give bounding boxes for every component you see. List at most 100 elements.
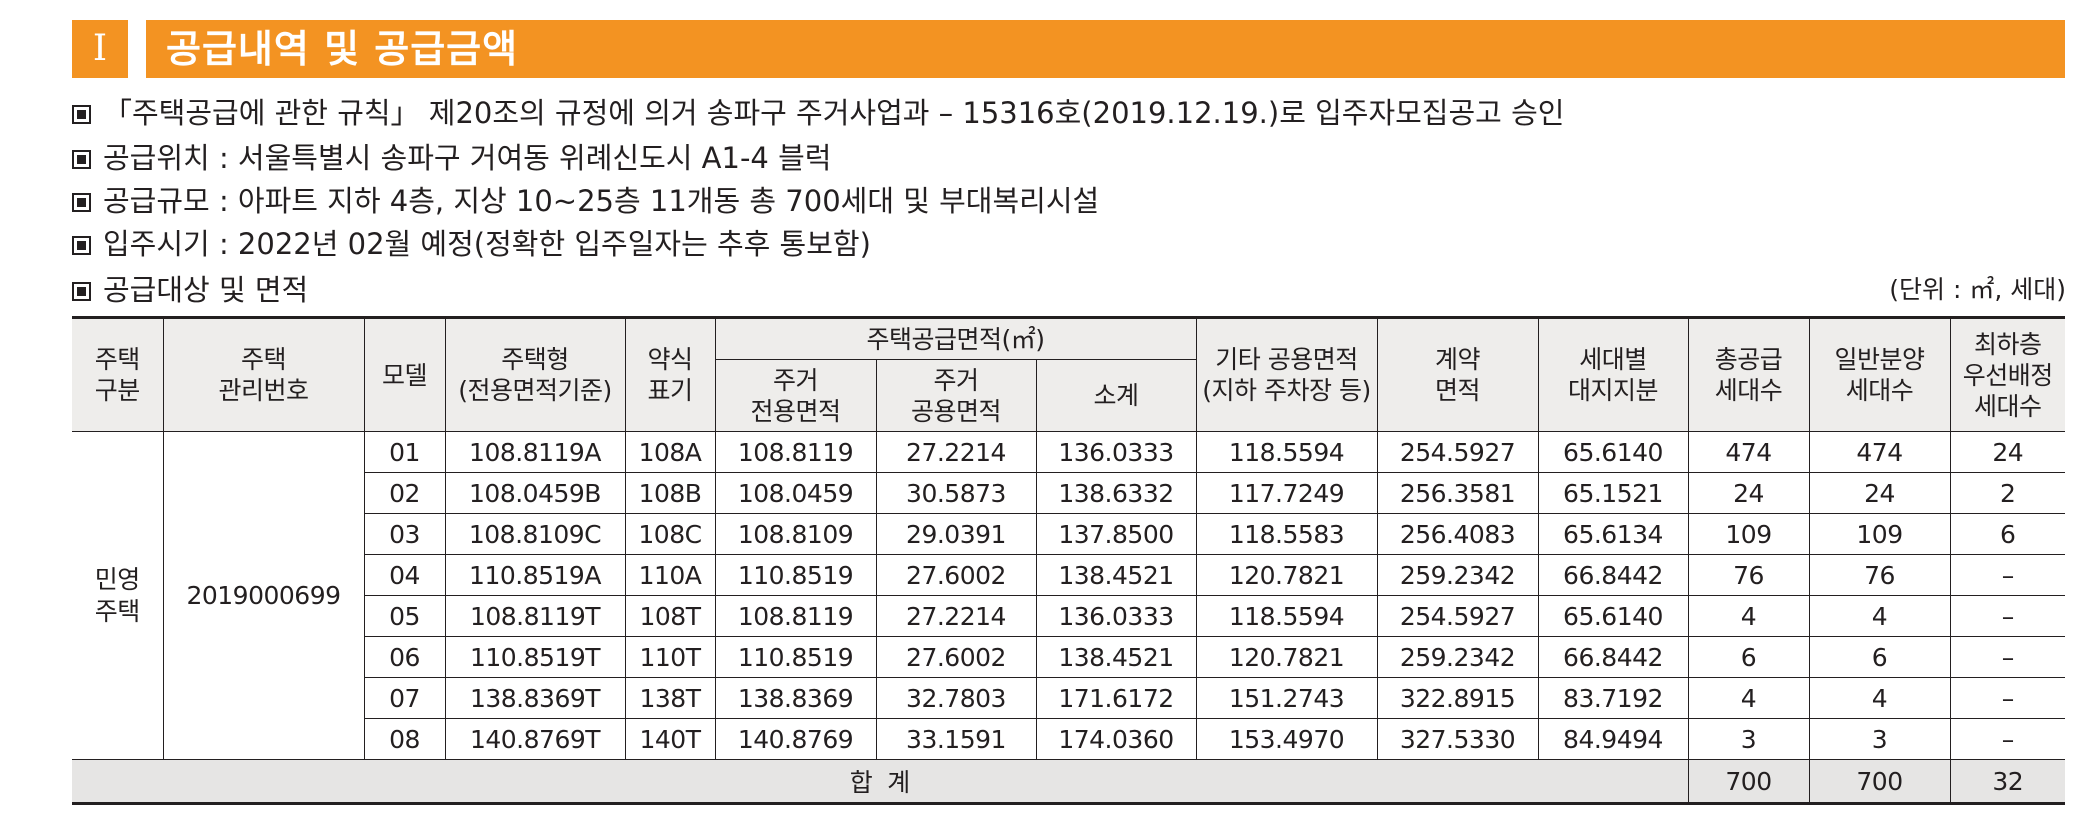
cell-excl-area: 138.8369: [714, 677, 877, 719]
table-row: 05 108.8119T 108T 108.8119 27.2214 136.0…: [72, 595, 2065, 637]
cell-common-area: 27.6002: [875, 554, 1037, 596]
cell-model: 07: [364, 677, 446, 719]
total-label: 합 계: [72, 759, 1689, 805]
cell-house-type: 140.8769T: [444, 718, 626, 760]
cell-total-units: 474: [1687, 431, 1810, 473]
cell-subtotal: 137.8500: [1035, 513, 1197, 555]
cell-other-common: 117.7249: [1195, 472, 1378, 514]
cell-model: 01: [363, 431, 446, 473]
cell-house-type: 108.8109C: [444, 513, 626, 555]
header-house-type: 주택형 (전용면적기준): [444, 316, 626, 432]
cell-excl-area: 110.8519: [714, 636, 877, 678]
cell-subtotal: 138.4521: [1035, 636, 1197, 678]
cell-priority-units: –: [1949, 718, 2065, 760]
cell-contract-area: 259.2342: [1376, 554, 1539, 596]
cell-excl-area: 108.8119: [714, 595, 877, 637]
cell-general-units: 3: [1808, 718, 1951, 760]
cell-abbr: 110T: [624, 636, 716, 678]
cell-other-common: 153.4970: [1195, 718, 1378, 760]
table-row: 07 138.8369T 138T 138.8369 32.7803 171.6…: [72, 677, 2065, 719]
cell-contract-area: 254.5927: [1376, 595, 1539, 637]
header-land-share: 세대별 대지지분: [1537, 316, 1689, 432]
header-total-units: 총공급 세대수: [1687, 316, 1810, 432]
cell-excl-area: 110.8519: [714, 554, 877, 596]
cell-other-common: 118.5583: [1195, 513, 1378, 555]
cell-common-area: 32.7803: [875, 677, 1037, 719]
cell-house-type: 108.0459B: [444, 472, 626, 514]
cell-model: 06: [364, 636, 446, 678]
cell-general-units: 474: [1808, 431, 1951, 473]
cell-land-share: 84.9494: [1537, 718, 1689, 760]
cell-model: 05: [364, 595, 446, 637]
cell-other-common: 120.7821: [1195, 554, 1378, 596]
cell-excl-area: 108.0459: [714, 472, 877, 514]
cell-general-units: 109: [1808, 513, 1951, 555]
info-line-location: 공급위치 : 서울특별시 송파구 거여동 위례신도시 A1-4 블럭: [72, 140, 831, 176]
cell-land-share: 65.1521: [1537, 472, 1689, 514]
cell-common-area: 27.6002: [875, 636, 1037, 678]
header-common-area: 주거 공용면적: [875, 359, 1037, 432]
info-line-move-in: 입주시기 : 2022년 02월 예정(정확한 입주일자는 추후 통보함): [72, 226, 871, 262]
cell-abbr: 108T: [624, 595, 716, 637]
header-abbr: 약식 표기: [624, 316, 716, 432]
unit-note: (단위 : ㎡, 세대): [1889, 275, 2066, 304]
cell-priority-units: –: [1949, 595, 2065, 637]
table-row: 06 110.8519T 110T 110.8519 27.6002 138.4…: [72, 636, 2065, 678]
cell-model: 04: [364, 554, 446, 596]
header-subtotal: 소계: [1035, 359, 1196, 432]
header-other-common: 기타 공용면적 (지하 주차장 등): [1195, 316, 1378, 432]
section-title: 공급내역 및 공급금액: [166, 27, 519, 71]
cell-land-share: 66.8442: [1537, 636, 1689, 678]
info-text: 공급규모 : 아파트 지하 4층, 지상 10~25층 11개동 총 700세대…: [103, 184, 1100, 218]
cell-priority-units: 2: [1949, 472, 2065, 514]
cell-priority-units: –: [1949, 677, 2065, 719]
info-text: 공급대상 및 면적: [103, 273, 309, 307]
cell-priority-units: 24: [1949, 431, 2065, 473]
cell-subtotal: 136.0333: [1035, 431, 1197, 473]
cell-total-units: 4: [1687, 677, 1810, 719]
cell-abbr: 108A: [624, 431, 716, 473]
cell-land-share: 83.7192: [1537, 677, 1689, 719]
cell-common-area: 27.2214: [875, 431, 1037, 473]
cell-excl-area: 140.8769: [714, 718, 877, 760]
section-header: Ⅰ 공급내역 및 공급금액: [72, 20, 2065, 78]
cell-total-units: 6: [1687, 636, 1810, 678]
cell-total-units: 24: [1687, 472, 1810, 514]
cell-other-common: 151.2743: [1195, 677, 1378, 719]
cell-land-share: 65.6134: [1537, 513, 1689, 555]
cell-land-share: 66.8442: [1537, 554, 1689, 596]
square-bullet-icon: [72, 236, 91, 255]
cell-house-type: 108.8119T: [444, 595, 626, 637]
cell-mgmt-no: 2019000699: [162, 431, 365, 760]
section-numeral: Ⅰ: [72, 20, 128, 78]
cell-priority-units: –: [1949, 636, 2065, 678]
cell-general-units: 24: [1808, 472, 1951, 514]
info-line-supply-target: 공급대상 및 면적: [72, 272, 308, 308]
cell-subtotal: 136.0333: [1035, 595, 1197, 637]
cell-contract-area: 256.3581: [1376, 472, 1539, 514]
cell-general-units: 4: [1808, 595, 1951, 637]
cell-abbr: 108C: [624, 513, 716, 555]
cell-subtotal: 174.0360: [1035, 718, 1197, 760]
total-row: 합 계 700 700 32: [72, 759, 2065, 805]
header-general-units: 일반분양 세대수: [1808, 316, 1951, 432]
header-supply-area-group: 주택공급면적(㎡): [714, 316, 1197, 360]
cell-common-area: 33.1591: [875, 718, 1037, 760]
cell-contract-area: 259.2342: [1376, 636, 1539, 678]
cell-common-area: 30.5873: [875, 472, 1037, 514]
cell-common-area: 27.2214: [875, 595, 1037, 637]
cell-other-common: 120.7821: [1195, 636, 1378, 678]
supply-table: 주택 구분 주택 관리번호 모델 주택형 (전용면적기준) 약식 표기 주택공급…: [72, 316, 2065, 805]
header-mgmt-no: 주택 관리번호: [162, 316, 365, 432]
cell-model: 08: [364, 718, 446, 760]
cell-housing-type: 민영 주택: [72, 431, 164, 760]
cell-contract-area: 327.5330: [1376, 718, 1539, 760]
cell-abbr: 138T: [624, 677, 716, 719]
cell-subtotal: 138.4521: [1035, 554, 1197, 596]
info-line-approval: 「주택공급에 관한 규칙」 제20조의 규정에 의거 송파구 주거사업과 – 1…: [72, 95, 1564, 131]
cell-subtotal: 138.6332: [1035, 472, 1197, 514]
square-bullet-icon: [72, 150, 91, 169]
cell-other-common: 118.5594: [1195, 431, 1378, 473]
cell-general-units: 6: [1808, 636, 1951, 678]
info-text: 입주시기 : 2022년 02월 예정(정확한 입주일자는 추후 통보함): [103, 227, 871, 261]
